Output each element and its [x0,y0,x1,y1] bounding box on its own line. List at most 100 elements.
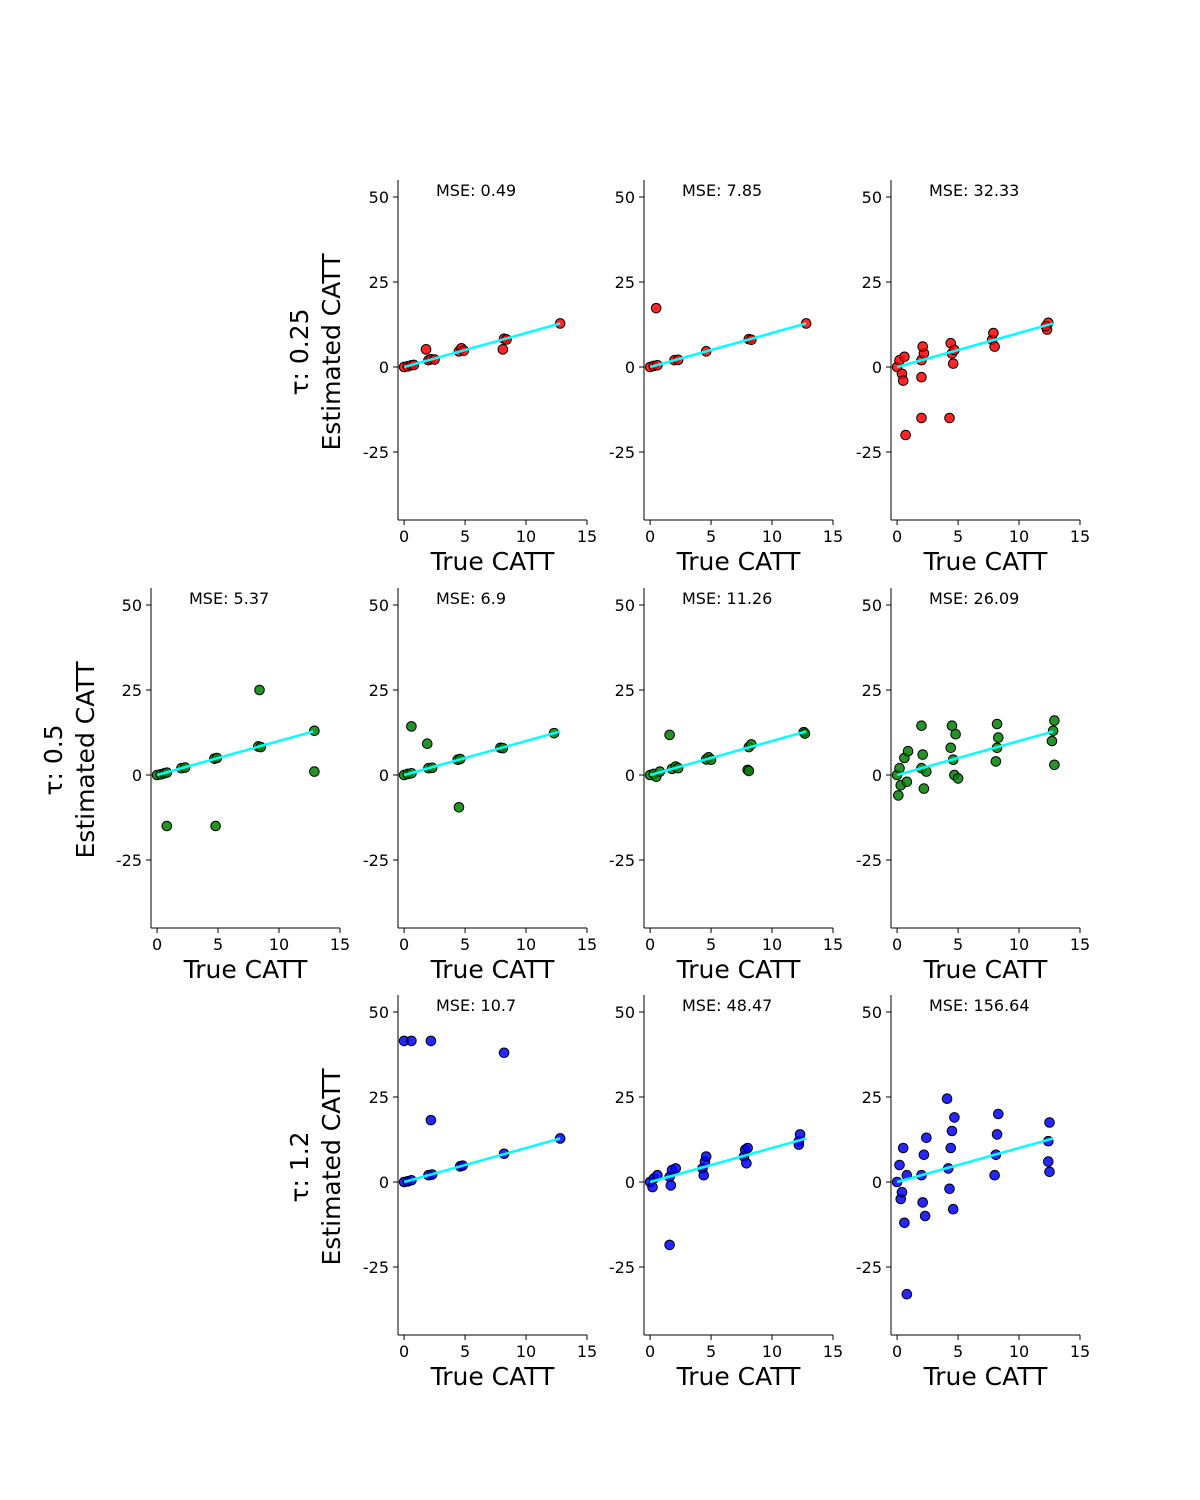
y-tick-label: 0 [872,766,882,785]
y-tick-label: -25 [856,443,882,462]
y-axis-title: Estimated CATT [317,253,346,451]
x-tick-label: 10 [516,935,536,954]
y-tick-label: 25 [615,273,635,292]
fit-line [403,730,561,777]
fit-line [896,1137,1054,1184]
x-tick-label: 10 [516,527,536,546]
x-axis-title: True CATT [430,1362,555,1391]
y-tick-label: 0 [379,766,389,785]
row-title-tau: τ: 0.5 [39,724,68,795]
data-point [899,351,910,363]
fit-line [649,322,807,369]
x-tick-label: 0 [399,935,409,954]
y-tick-label: -25 [116,851,142,870]
mse-label: MSE: 0.49 [436,181,516,200]
data-point [918,1149,930,1161]
y-tick-label: 25 [862,273,882,292]
y-tick-label: -25 [609,851,635,870]
x-tick-label: 10 [1009,527,1029,546]
data-point [1042,1156,1054,1167]
x-tick-label: 5 [213,935,223,954]
fit-line [896,322,1054,369]
data-point [949,1112,960,1123]
x-axis-title: True CATT [430,547,555,576]
data-point [1046,735,1058,747]
panel-r3-c3: -25 0 25 50 0 5 10 15 True CATT MSE: 48.47 [609,995,843,1391]
data-point [647,1181,658,1193]
x-tick-label: 15 [823,935,843,954]
mse-label: MSE: 5.37 [189,589,269,608]
x-tick-label: 10 [762,935,782,954]
x-axis-title: True CATT [923,1362,1048,1391]
y-tick-label: 50 [615,596,635,615]
data-point [952,773,964,784]
data-point [897,1142,909,1154]
data-point [665,1180,677,1191]
data-point [425,1035,437,1047]
x-tick-label: 0 [892,935,902,954]
y-tick-label: -25 [609,443,635,462]
x-tick-label: 0 [645,935,655,954]
y-tick-label: 25 [862,1088,882,1107]
data-point [309,725,320,737]
data-point [917,1197,929,1208]
y-tick-label: 50 [615,188,635,207]
fit-line [896,730,1054,777]
y-tick-label: 0 [625,766,635,785]
x-tick-label: 15 [577,1342,597,1361]
y-tick-label: 50 [615,1003,635,1022]
data-point [1049,759,1060,771]
x-tick-label: 10 [269,935,289,954]
y-tick-label: 25 [615,681,635,700]
y-tick-label: 50 [369,1003,389,1022]
data-point [944,1183,955,1195]
fit-line [156,730,314,777]
x-tick-label: 10 [516,1342,536,1361]
data-point [900,429,911,441]
mse-label: MSE: 26.09 [929,589,1019,608]
x-tick-label: 0 [892,1342,902,1361]
panel-r1-c3: -25 0 25 50 0 5 10 15 True CATT MSE: 7.85 [609,180,843,576]
x-tick-label: 0 [645,1342,655,1361]
fit-line [649,1137,807,1184]
x-tick-label: 5 [460,935,470,954]
data-point [989,1169,1000,1181]
y-tick-label: 25 [122,681,142,700]
data-point [893,790,904,801]
x-tick-label: 5 [460,527,470,546]
data-point [894,1159,905,1171]
y-tick-label: -25 [363,443,389,462]
data-point [309,766,320,777]
data-point [650,302,662,314]
x-tick-label: 0 [399,1342,409,1361]
data-point [899,1217,910,1229]
data-point [794,1129,806,1140]
data-point [664,729,675,741]
x-tick-label: 5 [706,935,716,954]
x-tick-label: 15 [823,1342,843,1361]
x-tick-label: 5 [460,1342,470,1361]
y-tick-label: 0 [872,1173,882,1192]
data-point [896,1186,908,1198]
mse-label: MSE: 10.7 [436,996,516,1015]
x-tick-label: 5 [953,1342,963,1361]
data-point [918,783,930,794]
y-tick-label: 0 [872,358,882,377]
data-point [1049,715,1060,726]
y-tick-label: -25 [856,851,882,870]
data-point [916,412,927,424]
x-tick-label: 15 [577,935,597,954]
x-tick-label: 5 [706,527,716,546]
panel-r2-c2: -25 0 25 50 0 5 10 15 True CATT MSE: 6.9 [363,588,597,984]
row-title-tau: τ: 0.25 [285,308,314,395]
x-tick-label: 15 [1070,1342,1090,1361]
y-tick-label: 0 [379,1173,389,1192]
x-tick-label: 0 [892,527,902,546]
x-tick-label: 15 [577,527,597,546]
data-point [406,1035,417,1047]
data-point [946,1125,958,1137]
panel-r3-c2: -25 0 25 50 0 5 10 15 True CATT MSE: 10.7 [363,995,597,1391]
y-tick-label: 25 [369,1088,389,1107]
data-point [993,1108,1004,1120]
x-tick-label: 10 [1009,935,1029,954]
